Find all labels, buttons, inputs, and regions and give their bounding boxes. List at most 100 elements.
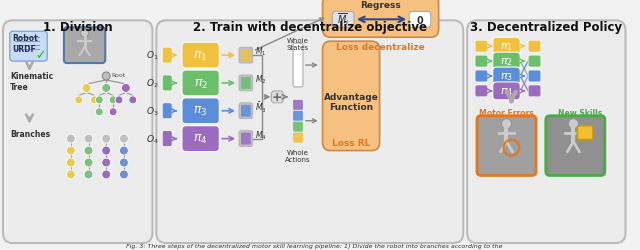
Text: $O_3$: $O_3$ bbox=[146, 105, 158, 118]
FancyBboxPatch shape bbox=[156, 21, 463, 243]
Text: +: + bbox=[272, 91, 283, 104]
FancyBboxPatch shape bbox=[577, 126, 593, 140]
Text: $\pi_3$: $\pi_3$ bbox=[500, 71, 513, 83]
Circle shape bbox=[82, 84, 91, 93]
FancyBboxPatch shape bbox=[3, 21, 152, 243]
Text: Kinematic
Tree: Kinematic Tree bbox=[10, 72, 53, 91]
Circle shape bbox=[95, 96, 103, 104]
FancyBboxPatch shape bbox=[493, 68, 520, 86]
FancyBboxPatch shape bbox=[182, 71, 220, 97]
Circle shape bbox=[67, 146, 76, 156]
FancyBboxPatch shape bbox=[528, 86, 541, 98]
FancyBboxPatch shape bbox=[528, 41, 541, 53]
Circle shape bbox=[109, 96, 117, 104]
Text: 2. Train with decentralize objective: 2. Train with decentralize objective bbox=[193, 21, 427, 34]
Text: Whole
Actions: Whole Actions bbox=[285, 149, 311, 162]
Text: Whole
States: Whole States bbox=[287, 38, 309, 51]
FancyBboxPatch shape bbox=[293, 122, 303, 132]
Circle shape bbox=[129, 96, 137, 104]
FancyBboxPatch shape bbox=[332, 12, 354, 28]
Text: $O_4$: $O_4$ bbox=[146, 133, 158, 145]
Text: $\pi_4$: $\pi_4$ bbox=[193, 132, 208, 145]
Text: $\overline{M}_i$: $\overline{M}_i$ bbox=[337, 12, 349, 28]
Circle shape bbox=[81, 30, 88, 38]
FancyBboxPatch shape bbox=[528, 71, 541, 83]
Text: ✓: ✓ bbox=[35, 50, 45, 62]
FancyBboxPatch shape bbox=[241, 133, 251, 145]
Text: $\pi_1$: $\pi_1$ bbox=[193, 49, 208, 62]
Text: $\bar{M}_3$: $\bar{M}_3$ bbox=[255, 100, 266, 114]
Text: Loss decentralize: Loss decentralize bbox=[336, 43, 425, 52]
Text: 1. Division: 1. Division bbox=[43, 21, 113, 34]
FancyBboxPatch shape bbox=[475, 41, 488, 53]
Circle shape bbox=[95, 108, 103, 116]
FancyBboxPatch shape bbox=[493, 38, 520, 56]
Circle shape bbox=[84, 170, 93, 179]
FancyBboxPatch shape bbox=[475, 71, 488, 83]
Text: New Skills: New Skills bbox=[558, 109, 602, 118]
Text: Robot
URDF: Robot URDF bbox=[12, 34, 38, 54]
Circle shape bbox=[102, 170, 111, 179]
Circle shape bbox=[102, 73, 110, 81]
Text: Motor Errors: Motor Errors bbox=[479, 109, 534, 118]
Circle shape bbox=[120, 146, 129, 156]
Circle shape bbox=[115, 96, 123, 104]
Circle shape bbox=[67, 158, 76, 167]
Circle shape bbox=[84, 134, 93, 143]
FancyBboxPatch shape bbox=[293, 44, 303, 88]
FancyBboxPatch shape bbox=[182, 98, 220, 124]
FancyBboxPatch shape bbox=[475, 56, 488, 68]
Text: $O_1$: $O_1$ bbox=[146, 50, 158, 62]
Circle shape bbox=[102, 134, 111, 143]
Text: $\pi_4$: $\pi_4$ bbox=[500, 86, 513, 98]
FancyBboxPatch shape bbox=[323, 42, 380, 151]
FancyBboxPatch shape bbox=[493, 53, 520, 71]
FancyBboxPatch shape bbox=[493, 83, 520, 100]
FancyBboxPatch shape bbox=[323, 0, 438, 38]
FancyBboxPatch shape bbox=[239, 104, 253, 119]
Text: $\mathbf{0}$: $\mathbf{0}$ bbox=[416, 14, 424, 26]
FancyBboxPatch shape bbox=[293, 100, 303, 110]
FancyBboxPatch shape bbox=[182, 43, 220, 69]
Circle shape bbox=[67, 170, 76, 179]
FancyBboxPatch shape bbox=[163, 76, 172, 92]
Circle shape bbox=[102, 84, 111, 93]
FancyBboxPatch shape bbox=[239, 76, 253, 92]
FancyBboxPatch shape bbox=[10, 32, 47, 62]
FancyBboxPatch shape bbox=[163, 104, 172, 119]
FancyBboxPatch shape bbox=[546, 116, 605, 176]
Circle shape bbox=[568, 119, 579, 129]
Text: $\pi_2$: $\pi_2$ bbox=[500, 56, 513, 68]
FancyBboxPatch shape bbox=[182, 126, 220, 152]
FancyBboxPatch shape bbox=[239, 131, 253, 147]
Text: $M_2$: $M_2$ bbox=[255, 74, 266, 86]
FancyBboxPatch shape bbox=[241, 50, 251, 62]
Text: Branches: Branches bbox=[10, 130, 50, 138]
FancyBboxPatch shape bbox=[64, 28, 105, 64]
FancyBboxPatch shape bbox=[241, 78, 251, 90]
FancyBboxPatch shape bbox=[293, 111, 303, 121]
FancyBboxPatch shape bbox=[163, 131, 172, 147]
Circle shape bbox=[109, 108, 117, 116]
Circle shape bbox=[120, 158, 129, 167]
FancyBboxPatch shape bbox=[477, 116, 536, 176]
Text: $\pi_3$: $\pi_3$ bbox=[193, 105, 208, 118]
Circle shape bbox=[102, 146, 111, 156]
Circle shape bbox=[120, 170, 129, 179]
Circle shape bbox=[75, 96, 83, 104]
FancyBboxPatch shape bbox=[293, 133, 303, 143]
FancyBboxPatch shape bbox=[467, 21, 625, 243]
Text: Fig. 3: Three steps of the decentralized motor skill learning pipeline: 1) Divid: Fig. 3: Three steps of the decentralized… bbox=[127, 243, 503, 248]
Circle shape bbox=[120, 134, 129, 143]
Text: $\pi_2$: $\pi_2$ bbox=[193, 77, 208, 90]
Circle shape bbox=[67, 134, 76, 143]
Circle shape bbox=[122, 84, 131, 93]
Circle shape bbox=[84, 146, 93, 156]
FancyBboxPatch shape bbox=[475, 86, 488, 98]
Text: $\pi_1$: $\pi_1$ bbox=[500, 41, 513, 53]
Circle shape bbox=[502, 119, 511, 129]
FancyBboxPatch shape bbox=[409, 12, 431, 28]
Text: Advantage
Function: Advantage Function bbox=[324, 92, 378, 112]
Text: $M_4$: $M_4$ bbox=[255, 129, 266, 141]
FancyBboxPatch shape bbox=[163, 48, 172, 64]
